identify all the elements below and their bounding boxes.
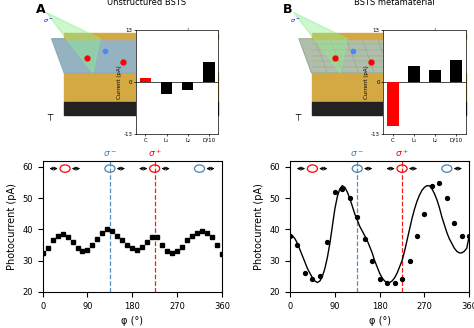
Polygon shape (64, 73, 219, 102)
Text: B: B (283, 3, 292, 16)
X-axis label: φ (°): φ (°) (369, 316, 391, 326)
Text: $\sigma^+$: $\sigma^+$ (395, 148, 409, 159)
Y-axis label: Photocurrent (pA): Photocurrent (pA) (254, 183, 264, 270)
Polygon shape (293, 12, 347, 73)
Text: $j_a$: $j_a$ (186, 26, 193, 35)
Bar (203, 62, 215, 82)
Polygon shape (64, 33, 219, 39)
Bar (140, 78, 151, 82)
Y-axis label: Photocurrent (pA): Photocurrent (pA) (7, 183, 17, 270)
Text: $\sigma^-$: $\sigma^-$ (103, 150, 117, 159)
Polygon shape (311, 73, 465, 102)
Text: $\perp$: $\perp$ (293, 110, 304, 121)
Y-axis label: Current (pA): Current (pA) (117, 65, 122, 99)
Bar (429, 70, 441, 82)
Y-axis label: Current (pA): Current (pA) (365, 65, 369, 99)
Text: A: A (36, 3, 45, 16)
Polygon shape (299, 39, 465, 73)
Text: $\sigma^-$: $\sigma^-$ (350, 150, 364, 159)
Bar (450, 60, 462, 82)
Bar (408, 66, 419, 82)
X-axis label: φ (°): φ (°) (121, 316, 143, 326)
Polygon shape (46, 12, 100, 73)
Bar (182, 82, 193, 90)
Text: $\sigma^-$: $\sigma^-$ (290, 17, 301, 25)
Text: BSTS metamaterial: BSTS metamaterial (354, 0, 434, 7)
Bar (161, 82, 173, 94)
Text: $\sigma^-$: $\sigma^-$ (43, 17, 53, 25)
Bar (387, 82, 399, 126)
Text: $j_a$: $j_a$ (433, 26, 440, 35)
Polygon shape (311, 102, 465, 115)
Polygon shape (311, 33, 465, 39)
Text: Unstructured BSTS: Unstructured BSTS (107, 0, 186, 7)
Text: $\sigma^+$: $\sigma^+$ (148, 148, 162, 159)
Polygon shape (52, 39, 219, 73)
Text: $\perp$: $\perp$ (46, 110, 56, 121)
Polygon shape (64, 102, 219, 115)
